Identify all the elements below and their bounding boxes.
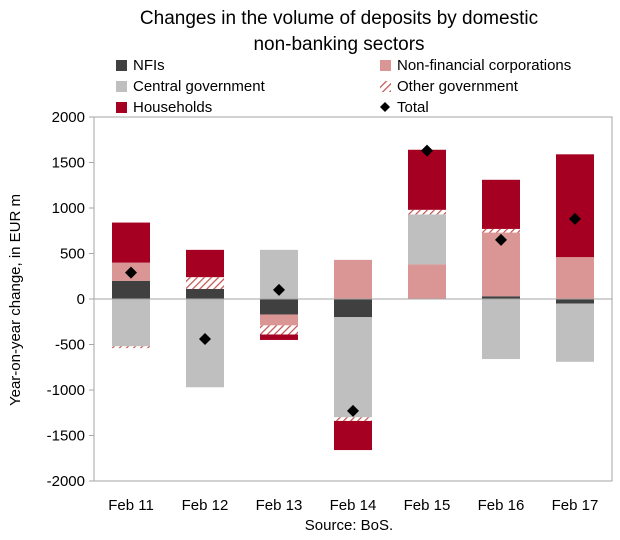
x-tick-label: Feb 14 <box>330 497 377 514</box>
chart-title-line1: Changes in the volume of deposits by dom… <box>140 8 538 29</box>
total-marker <box>495 233 507 246</box>
y-tick-label: 2000 <box>52 109 85 126</box>
total-marker <box>421 144 433 157</box>
x-tick-label: Feb 13 <box>256 497 303 514</box>
bar-segment-other-government <box>186 277 224 289</box>
bar-segment-households <box>112 222 150 263</box>
total-marker <box>125 266 137 279</box>
legend-label-households: Households <box>133 99 212 116</box>
legend-swatch-non-financial-corporations <box>380 60 391 71</box>
x-tick-label: Feb 11 <box>108 497 154 514</box>
bar-segment-non-financial-corporations <box>408 264 446 299</box>
bar-segment-other-government <box>408 209 446 215</box>
bar-segment-central-government <box>334 317 372 418</box>
legend-swatch-nfis <box>116 60 127 71</box>
y-tick-label: 0 <box>77 291 85 308</box>
chart-title-line2: non-banking sectors <box>253 34 424 55</box>
bar-segment-households <box>186 249 224 278</box>
legend-swatch-other-government <box>380 81 391 92</box>
y-tick-label: -2000 <box>47 473 85 490</box>
bar-segment-non-financial-corporations <box>556 257 594 299</box>
bar-segment-households <box>556 154 594 258</box>
legend-swatch-total <box>380 102 390 112</box>
bar-segment-households <box>408 149 446 210</box>
y-tick-label: -500 <box>55 337 85 354</box>
y-tick-label: 500 <box>60 246 85 263</box>
x-tick-label: Feb 12 <box>182 497 229 514</box>
bar-segment-nfis <box>112 280 150 299</box>
y-tick-label: 1000 <box>52 200 85 217</box>
legend-label-non-financial-corporations: Non-financial corporations <box>397 57 571 74</box>
total-marker <box>569 212 581 225</box>
bar-segment-other-government <box>260 325 298 335</box>
legend-swatch-households <box>116 102 127 113</box>
bar-segment-nfis <box>556 299 594 304</box>
bar-segment-nfis <box>334 299 372 318</box>
legend-label-other-government: Other government <box>397 78 519 95</box>
bar-segment-non-financial-corporations <box>334 259 372 299</box>
total-marker-group <box>125 144 581 417</box>
bar-segment-central-government <box>112 299 150 347</box>
total-marker <box>347 404 359 417</box>
bar-segment-nfis <box>186 288 224 299</box>
y-axis-label: Year-on-year change, in EUR m <box>7 194 24 406</box>
bar-stack-group <box>112 149 594 451</box>
bar-segment-nfis <box>260 299 298 315</box>
bar-segment-central-government <box>408 214 446 265</box>
legend: NFIs Non-financial corporations Central go… <box>116 57 571 116</box>
y-tick-label: 1500 <box>52 155 85 172</box>
y-tick-label: -1500 <box>47 428 85 445</box>
bar-segment-central-government <box>482 299 520 360</box>
bar-segment-other-government <box>334 417 372 421</box>
legend-swatch-central-government <box>116 81 127 92</box>
legend-label-total: Total <box>397 99 429 116</box>
y-tick-label: -1000 <box>47 382 85 399</box>
legend-label-nfis: NFIs <box>133 57 165 74</box>
bar-segment-households <box>334 420 372 451</box>
y-axis: -2000 -1500 -1000 -500 0 500 1000 1500 2000 <box>47 109 94 490</box>
bar-segment-central-government <box>556 303 594 362</box>
legend-label-central-government: Central government <box>133 78 266 95</box>
chart-source: Source: BoS. <box>305 517 393 534</box>
x-tick-label: Feb 17 <box>552 497 599 514</box>
bar-segment-nfis <box>482 296 520 299</box>
bar-segment-non-financial-corporations <box>260 314 298 326</box>
x-tick-label: Feb 15 <box>404 497 451 514</box>
total-marker <box>273 283 285 296</box>
bar-segment-other-government <box>112 346 150 349</box>
total-marker <box>199 333 211 346</box>
bar-segment-households <box>260 334 298 340</box>
bar-segment-households <box>482 179 520 229</box>
bar-segment-other-government <box>482 228 520 233</box>
x-axis: Feb 11 Feb 12 Feb 13 Feb 14 Feb 15 Feb 16 Feb … <box>94 298 612 514</box>
x-tick-label: Feb 16 <box>478 497 525 514</box>
